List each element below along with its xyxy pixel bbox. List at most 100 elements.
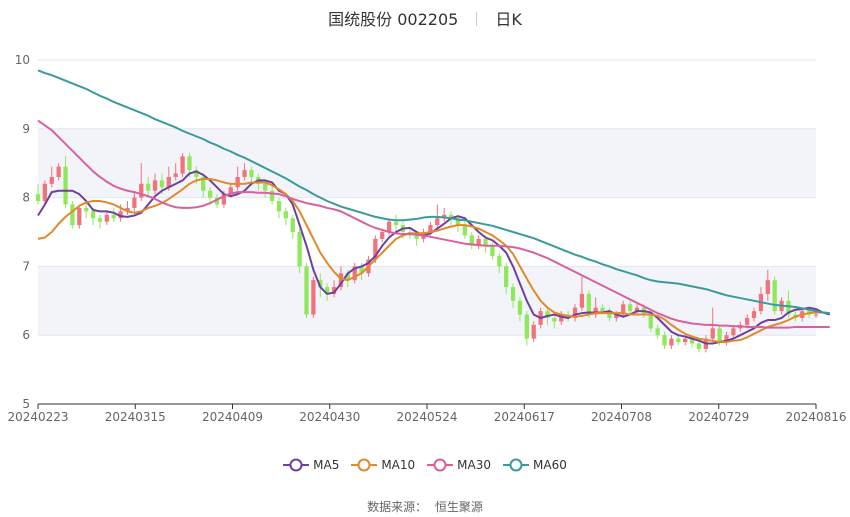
- candle: [772, 276, 777, 315]
- candle-body: [173, 173, 178, 177]
- candle: [201, 173, 206, 198]
- candle-body: [276, 201, 282, 212]
- chart-period-label: 日K: [495, 10, 522, 29]
- source-name: 恒生聚源: [434, 500, 483, 514]
- candle-body: [311, 280, 316, 315]
- candle: [132, 190, 137, 212]
- legend-item-ma60[interactable]: MA60: [503, 458, 567, 472]
- candle-body: [166, 176, 171, 188]
- candle-body: [214, 197, 220, 205]
- candle-body: [627, 304, 633, 312]
- candle-body: [435, 218, 440, 226]
- candle: [765, 269, 770, 301]
- candle-body: [90, 211, 96, 219]
- candle: [607, 307, 612, 322]
- candle: [249, 166, 254, 184]
- candle-body: [49, 176, 54, 184]
- candle-body: [669, 338, 674, 346]
- candle-body: [634, 307, 640, 312]
- candle: [517, 297, 523, 322]
- candle-body: [614, 314, 619, 318]
- candle-body: [373, 238, 378, 260]
- candle: [56, 163, 61, 181]
- legend-label: MA10: [381, 458, 416, 472]
- candle: [63, 156, 68, 208]
- x-tick-label: 20240708: [591, 410, 652, 424]
- candle: [497, 252, 502, 274]
- candle: [146, 176, 151, 198]
- candle-body: [510, 287, 516, 301]
- candle: [510, 283, 516, 308]
- candle-body: [579, 293, 585, 308]
- candle: [579, 276, 585, 312]
- candle: [455, 214, 461, 232]
- candle-body: [42, 183, 48, 202]
- candle: [242, 163, 247, 181]
- candle-body: [710, 328, 715, 339]
- candle-body: [331, 287, 337, 294]
- candle-body: [207, 190, 213, 198]
- candle: [442, 207, 447, 222]
- y-tick-label: 7: [22, 259, 30, 273]
- candle-body: [745, 318, 750, 325]
- candle: [311, 276, 316, 318]
- candle-body: [139, 183, 144, 198]
- x-tick-label: 20240409: [202, 410, 263, 424]
- candle: [393, 214, 399, 232]
- candle-body: [724, 335, 729, 343]
- candle: [214, 194, 220, 208]
- candle-body: [786, 300, 791, 315]
- candle-body: [717, 328, 722, 343]
- candle-body: [414, 235, 419, 239]
- candle-body: [194, 170, 199, 177]
- candle: [325, 283, 330, 301]
- candle-body: [359, 266, 364, 274]
- series-line-ma10: [37, 178, 830, 344]
- legend-item-ma5[interactable]: MA5: [283, 458, 339, 472]
- candle-body: [462, 225, 468, 236]
- x-tick-label: 20240524: [396, 410, 457, 424]
- x-axis: 20240223 20240315 20240409 20240430 20240524…: [7, 403, 847, 424]
- legend-label: MA60: [533, 458, 567, 472]
- chart-title: 国统股份 002205 日K: [0, 6, 850, 30]
- candle-body: [338, 273, 344, 288]
- candle-body: [621, 304, 626, 315]
- candle: [276, 197, 282, 219]
- candle: [469, 232, 474, 250]
- legend-item-ma10[interactable]: MA10: [351, 458, 415, 472]
- candle: [676, 335, 681, 346]
- candle-body: [221, 194, 227, 205]
- legend-item-ma30[interactable]: MA30: [427, 458, 491, 472]
- candle-body: [765, 280, 770, 294]
- candle-body: [559, 314, 564, 322]
- candle: [662, 331, 667, 349]
- candle: [152, 173, 158, 195]
- candle: [42, 180, 48, 205]
- candle-body: [676, 338, 681, 343]
- series-line-ma30: [37, 119, 830, 329]
- candle-body: [187, 156, 192, 171]
- candle: [621, 300, 626, 318]
- candle-body: [524, 314, 529, 339]
- legend-swatch-icon: [427, 458, 454, 472]
- y-tick-label: 8: [22, 191, 30, 205]
- candle-body: [772, 280, 777, 312]
- candle: [504, 262, 509, 294]
- candle: [593, 297, 598, 318]
- candle-body: [228, 187, 233, 195]
- plot-band: [38, 266, 816, 336]
- candle: [111, 207, 116, 222]
- x-tick-label: 20240430: [299, 410, 360, 424]
- candle-body: [104, 214, 109, 222]
- candle-body: [263, 183, 268, 191]
- y-tick-label: 6: [22, 328, 30, 342]
- candle-body: [201, 176, 206, 191]
- candle-body: [386, 221, 392, 232]
- source-prefix: 数据来源：: [367, 500, 428, 514]
- x-tick-label: 20240223: [7, 410, 68, 424]
- candle-body: [683, 338, 688, 343]
- y-tick-label: 5: [22, 397, 30, 411]
- candle: [304, 262, 309, 318]
- candle-body: [476, 238, 481, 246]
- candle-body: [662, 335, 667, 346]
